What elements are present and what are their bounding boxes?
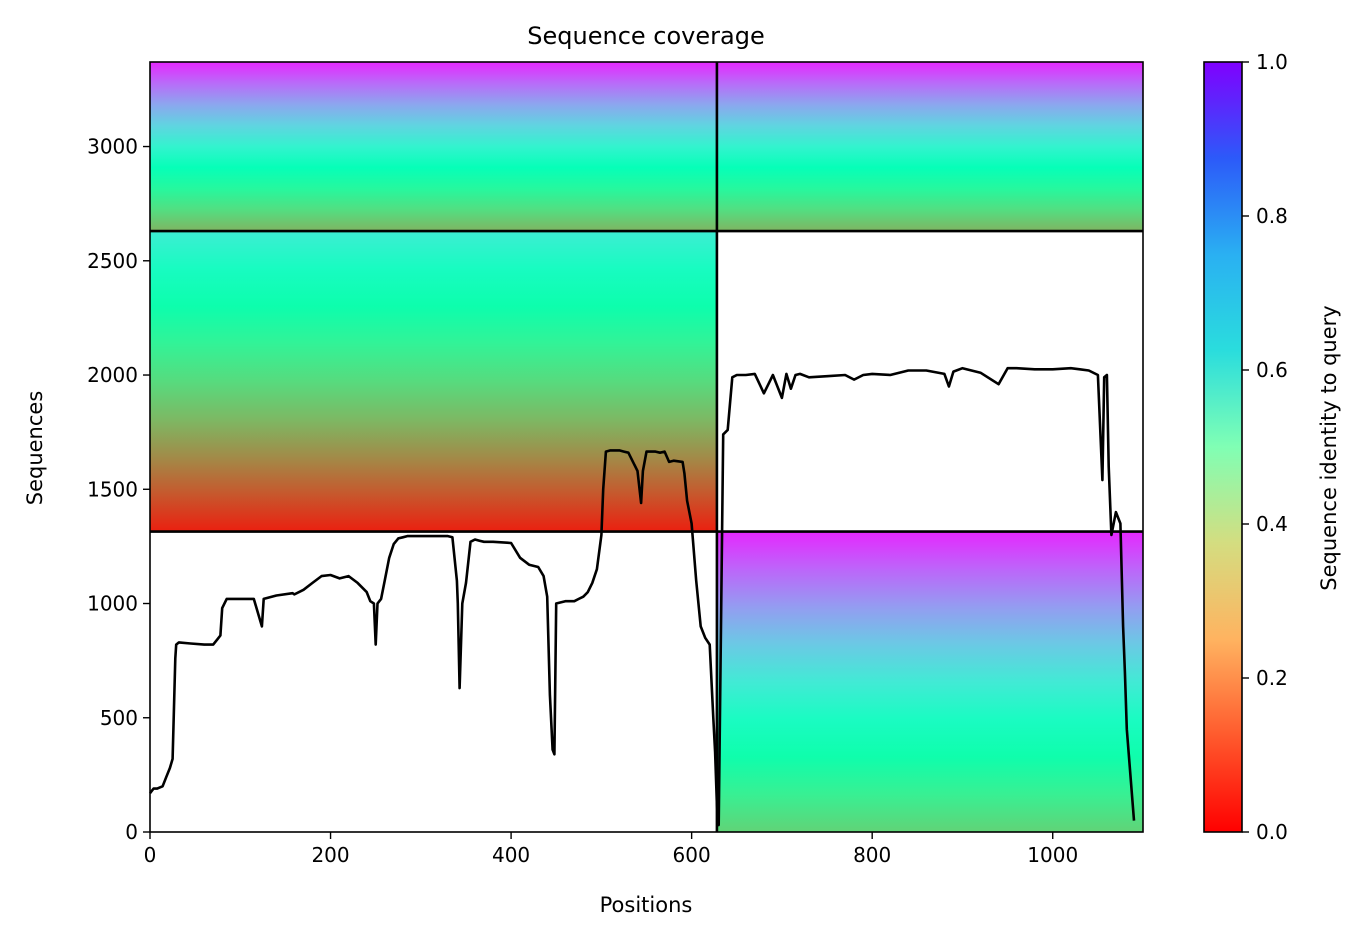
chart-title: Sequence coverage (527, 22, 764, 50)
identity-blocks (150, 62, 1143, 832)
y-tick-label: 3000 (87, 135, 138, 159)
colorbar-tick-label: 0.8 (1256, 204, 1288, 228)
colorbar-tick-label: 0.6 (1256, 358, 1288, 382)
identity-block (150, 231, 717, 532)
colorbar-gradient (1204, 62, 1242, 832)
y-tick-label: 1000 (87, 592, 138, 616)
x-axis-label: Positions (600, 893, 693, 917)
x-tick-label: 600 (673, 843, 711, 867)
identity-block (150, 62, 1143, 232)
colorbar-frame (1203, 61, 1243, 833)
y-axis: 0 500 1000 1500 2000 2500 3000 (87, 135, 150, 844)
y-tick-label: 2500 (87, 249, 138, 273)
y-tick-label: 500 (100, 706, 138, 730)
colorbar-tick-label: 0.0 (1256, 820, 1288, 844)
x-axis: 0 200 400 600 800 1000 (144, 832, 1078, 867)
x-tick-label: 800 (853, 843, 891, 867)
y-tick-label: 0 (125, 820, 138, 844)
colorbar-label: Sequence identity to query (1317, 305, 1341, 590)
y-axis-label: Sequences (23, 391, 47, 506)
y-tick-label: 2000 (87, 363, 138, 387)
chain-boundaries (150, 62, 1143, 832)
x-tick-label: 0 (144, 843, 157, 867)
coverage-line (148, 366, 1136, 827)
colorbar-tick-label: 0.4 (1256, 512, 1288, 536)
plot-area (148, 61, 1144, 833)
colorbar-tick-label: 0.2 (1256, 666, 1288, 690)
x-tick-label: 1000 (1027, 843, 1078, 867)
colorbar: 0.0 0.2 0.4 0.6 0.8 1.0 Sequence identity to … (1203, 50, 1341, 844)
plot-frame (149, 61, 1144, 833)
colorbar-ticks: 0.0 0.2 0.4 0.6 0.8 1.0 (1242, 50, 1288, 844)
colorbar-tick-label: 1.0 (1256, 50, 1288, 74)
y-tick-label: 1500 (87, 477, 138, 501)
identity-block (716, 531, 1143, 832)
x-tick-label: 400 (492, 843, 530, 867)
x-tick-label: 200 (311, 843, 349, 867)
